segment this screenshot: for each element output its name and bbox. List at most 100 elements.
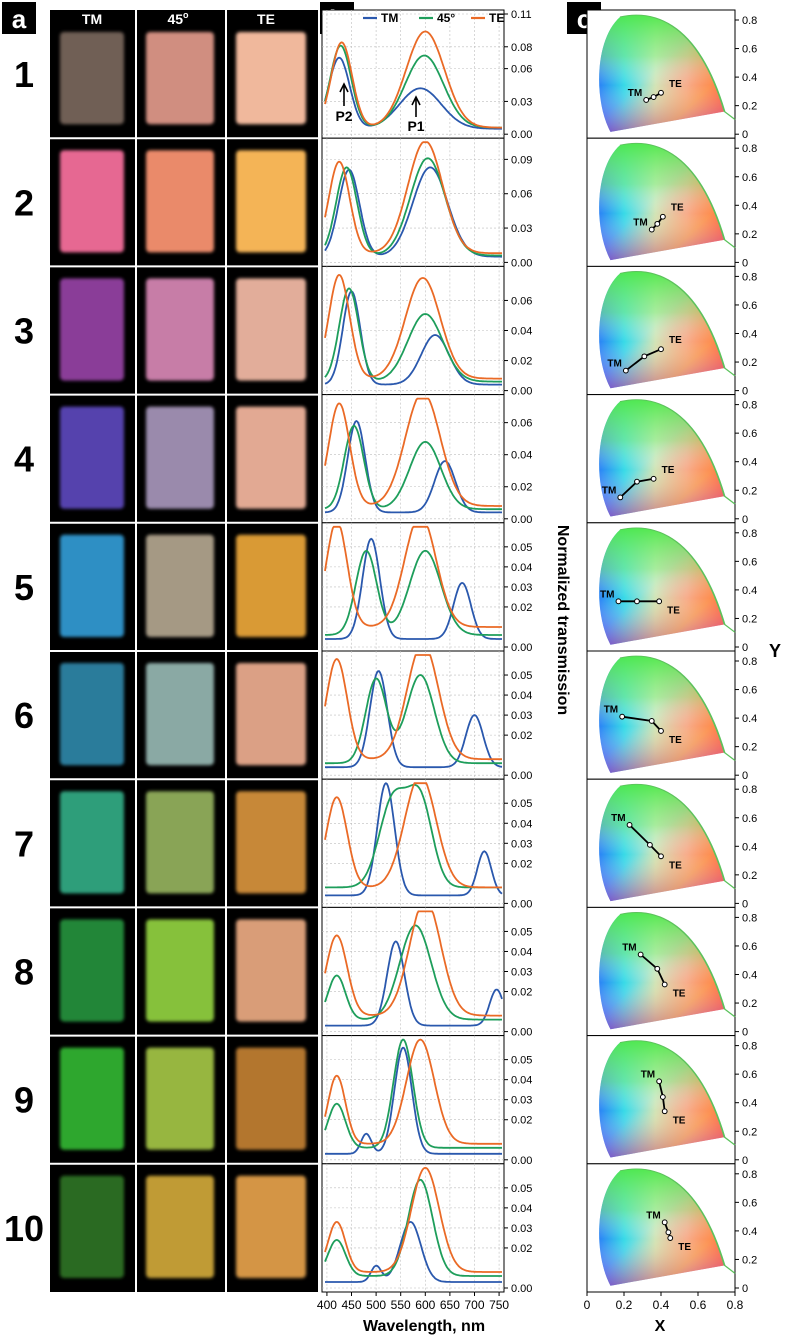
trajectory-point-row-6-1 bbox=[619, 713, 626, 720]
trajectory-label-te-row-5: TE bbox=[667, 605, 680, 616]
spectra-y-tick-label: 0.00 bbox=[511, 898, 532, 910]
swatch-row-7-col-1 bbox=[60, 791, 124, 894]
swatch-row-8-col-1 bbox=[60, 919, 124, 1022]
trajectory-label-tm-row-5: TM bbox=[600, 589, 614, 600]
trajectory-label-tm-row-4: TM bbox=[602, 485, 616, 496]
annotation-p1: P1 bbox=[407, 118, 424, 134]
chromaticity-y-tick-label: 0.8 bbox=[742, 15, 757, 27]
trajectory-point-row-8-2 bbox=[654, 965, 661, 972]
swatch-row-7-col-2 bbox=[146, 791, 214, 894]
spectra-curve-te-row-10 bbox=[324, 1166, 502, 1273]
trajectory-label-te-row-8: TE bbox=[673, 988, 686, 999]
chromaticity-y-tick-label: 0.2 bbox=[742, 870, 757, 882]
spectra-y-tick-label: 0.02 bbox=[511, 602, 532, 614]
spectra-y-tick-label: 0.05 bbox=[511, 542, 532, 554]
trajectory-point-row-5-1 bbox=[615, 598, 622, 605]
spectra-row-8: 0.00 0.02 0.03 0.04 0.05 bbox=[321, 906, 532, 1039]
spectra-row-4: 0.00 0.02 0.04 0.06 bbox=[321, 394, 532, 526]
column-header-te: TE bbox=[257, 11, 275, 27]
spectral-locus-warm bbox=[599, 656, 725, 773]
spectra-y-tick-label: 0.05 bbox=[511, 798, 532, 810]
spectra-curve-tm-row-7 bbox=[325, 782, 503, 897]
spectra-curve-te-row-4 bbox=[324, 397, 502, 507]
spectra-y-tick-label: 0.04 bbox=[511, 450, 532, 462]
spectra-row-1: 0.00 0.03 0.06 0.08 0.11 bbox=[321, 9, 532, 141]
swatch-row-5 bbox=[60, 534, 306, 637]
chromaticity-row-7: 0 0.2 0.4 0.6 0.8 TM TE bbox=[586, 778, 757, 910]
column-header-tm: TM bbox=[82, 11, 102, 27]
spectral-locus bbox=[599, 271, 736, 389]
spectra-y-tick-label: 0.03 bbox=[511, 1223, 532, 1235]
chromaticity-x-tick-label: 0.6 bbox=[690, 1298, 707, 1312]
swatch-row-5-col-3 bbox=[236, 534, 306, 637]
trajectory-point-row-1-2 bbox=[650, 94, 657, 100]
trajectory-label-tm-row-2: TM bbox=[633, 218, 647, 229]
spectra-y-tick-label: 0.06 bbox=[511, 64, 532, 76]
chromaticity-y-tick-label: 0.2 bbox=[742, 1126, 757, 1138]
chromaticity-row-9: 0 0.2 0.4 0.6 0.8 TM TE bbox=[586, 1035, 757, 1167]
swatch-grid bbox=[50, 10, 318, 1292]
spectra-y-tick-label: 0.02 bbox=[511, 858, 532, 870]
spectral-locus-warm bbox=[599, 527, 725, 645]
legend-label-45: 45° bbox=[437, 11, 455, 25]
spectra-y-tick-label: 0.04 bbox=[511, 326, 532, 338]
swatch-row-3-col-3 bbox=[236, 278, 306, 381]
chromaticity-x-axis: 0 0.2 0.4 0.6 0.8 bbox=[584, 1292, 744, 1312]
spectra-curve-te-row-6 bbox=[324, 654, 502, 761]
chromaticity-y-tick-label: 0 bbox=[742, 514, 748, 526]
trajectory-label-te-row-7: TE bbox=[669, 860, 682, 871]
spectra-y-tick-label: 0.00 bbox=[511, 257, 532, 269]
spectra-y-tick-label: 0.00 bbox=[511, 514, 532, 526]
spectra-curve-45-row-1 bbox=[324, 44, 502, 129]
spectral-locus-warm bbox=[599, 271, 725, 389]
trajectory-point-row-5-2 bbox=[634, 598, 640, 605]
trajectory-label-tm-row-1: TM bbox=[628, 88, 642, 99]
swatch-row-3-col-1 bbox=[60, 278, 124, 381]
chromaticity-y-tick-label: 0 bbox=[742, 770, 748, 782]
chromaticity-y-tick-label: 0 bbox=[742, 1027, 748, 1039]
swatch-row-9-col-1 bbox=[60, 1047, 124, 1150]
trajectory-point-row-8-1 bbox=[637, 951, 644, 958]
chromaticity-y-tick-label: 0 bbox=[742, 129, 748, 141]
chromaticity-y-tick-label: 0.8 bbox=[742, 1041, 757, 1053]
chromaticity-y-tick-label: 0.2 bbox=[742, 1254, 757, 1266]
spectral-locus-edge bbox=[619, 271, 736, 377]
trajectory-point-row-5-3 bbox=[656, 598, 663, 605]
chromaticity-y-tick-label: 0.8 bbox=[742, 656, 757, 668]
chromaticity-y-tick-label: 0.4 bbox=[742, 457, 757, 469]
chromaticity-y-tick-label: 0.4 bbox=[742, 72, 757, 84]
swatch-row-6 bbox=[60, 663, 306, 766]
spectral-locus-edge bbox=[619, 527, 736, 633]
chromaticity-y-tick-label: 0 bbox=[742, 257, 748, 269]
swatch-row-8 bbox=[60, 919, 306, 1022]
swatch-row-4 bbox=[60, 406, 306, 509]
trajectory-point-row-4-1 bbox=[617, 494, 624, 501]
chromaticity-row-4: 0 0.2 0.4 0.6 0.8 TM TE bbox=[586, 394, 757, 526]
spectra-curve-45-row-5 bbox=[325, 549, 502, 636]
panel-label-a-text: a bbox=[12, 4, 27, 34]
spectra-curve-45-row-2 bbox=[324, 157, 502, 257]
trajectory-point-row-9-1 bbox=[656, 1078, 663, 1085]
trajectory-point-row-8-3 bbox=[661, 981, 668, 988]
row-numbers: 1 2 3 4 5 6 7 8 9 10 bbox=[4, 54, 44, 1249]
chromaticity-x-tick-label: 0.4 bbox=[653, 1298, 670, 1312]
spectra-y-tick-label: 0.02 bbox=[511, 1243, 532, 1255]
swatch-row-2-col-3 bbox=[236, 150, 306, 253]
column-header-45-degree: o bbox=[183, 10, 189, 20]
spectra-curve-45-row-10 bbox=[324, 1178, 502, 1277]
trajectory-point-row-6-3 bbox=[658, 728, 664, 734]
trajectory-label-tm-row-6: TM bbox=[604, 705, 618, 716]
chromaticity-x-axis-title: X bbox=[655, 1318, 666, 1335]
panel-label-a: a bbox=[2, 2, 36, 34]
trajectory-point-row-10-1 bbox=[661, 1219, 668, 1226]
swatch-row-3-col-2 bbox=[146, 278, 214, 381]
spectra-curve-tm-row-1 bbox=[324, 56, 502, 130]
trajectory-point-row-7-2 bbox=[647, 841, 653, 848]
trajectory-point-row-9-2 bbox=[659, 1094, 666, 1100]
row-number-1: 1 bbox=[14, 54, 34, 95]
spectral-locus-warm bbox=[599, 15, 725, 132]
trajectory-point-row-10-3 bbox=[667, 1235, 674, 1241]
spectra-y-tick-label: 0.09 bbox=[511, 154, 532, 166]
spectral-locus bbox=[599, 1168, 736, 1286]
chromaticity-y-tick-label: 0.4 bbox=[742, 329, 757, 341]
